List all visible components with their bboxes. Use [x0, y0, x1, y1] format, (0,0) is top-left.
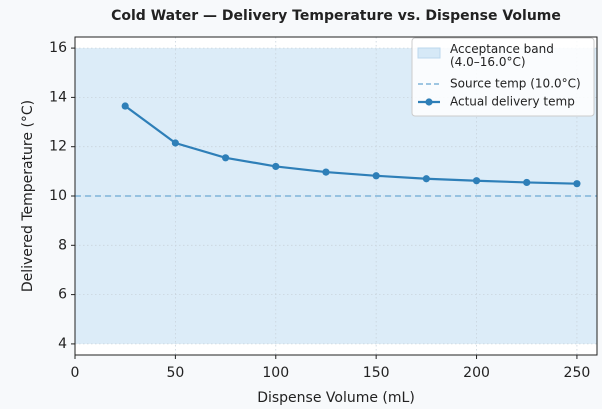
x-axis-label: Dispense Volume (mL) [257, 390, 415, 406]
legend-label: Actual delivery temp [450, 95, 575, 109]
y-tick-label: 16 [49, 40, 67, 56]
data-point [121, 102, 129, 110]
legend: Acceptance band (4.0–16.0°C) Source temp (… [411, 37, 595, 117]
legend-box [411, 37, 595, 117]
data-point [472, 177, 481, 185]
y-tick-label: 4 [58, 336, 67, 352]
data-point [171, 139, 179, 147]
data-point [372, 172, 380, 180]
series-line [124, 105, 577, 185]
y-tick-label: 10 [49, 188, 67, 204]
legend-label: Acceptance band (4.0–16.0°C) [450, 42, 554, 69]
plot-frame [74, 36, 598, 356]
legend-swatch [417, 47, 441, 59]
data-point [322, 168, 330, 176]
data-point [422, 175, 430, 183]
data-point [221, 154, 230, 162]
y-tick-label: 6 [58, 287, 67, 303]
legend-label: Source temp (10.0°C) [450, 77, 581, 91]
data-point [272, 162, 280, 171]
y-tick-label: 12 [49, 139, 67, 155]
data-point [523, 178, 531, 187]
data-point [573, 180, 581, 188]
x-tick-label: 200 [463, 365, 490, 381]
y-axis-label: Delivered Temperature (°C) [20, 100, 36, 292]
x-tick-label: 150 [363, 365, 390, 381]
x-tick-label: 250 [564, 365, 591, 381]
y-tick-label: 14 [49, 89, 67, 105]
x-tick-label: 50 [166, 365, 184, 381]
x-tick-label: 0 [71, 365, 80, 381]
legend-swatch [425, 98, 433, 106]
x-tick-label: 100 [262, 365, 289, 381]
y-tick-label: 8 [58, 237, 67, 253]
chart-title: Cold Water — Delivery Temperature vs. Di… [111, 8, 561, 24]
